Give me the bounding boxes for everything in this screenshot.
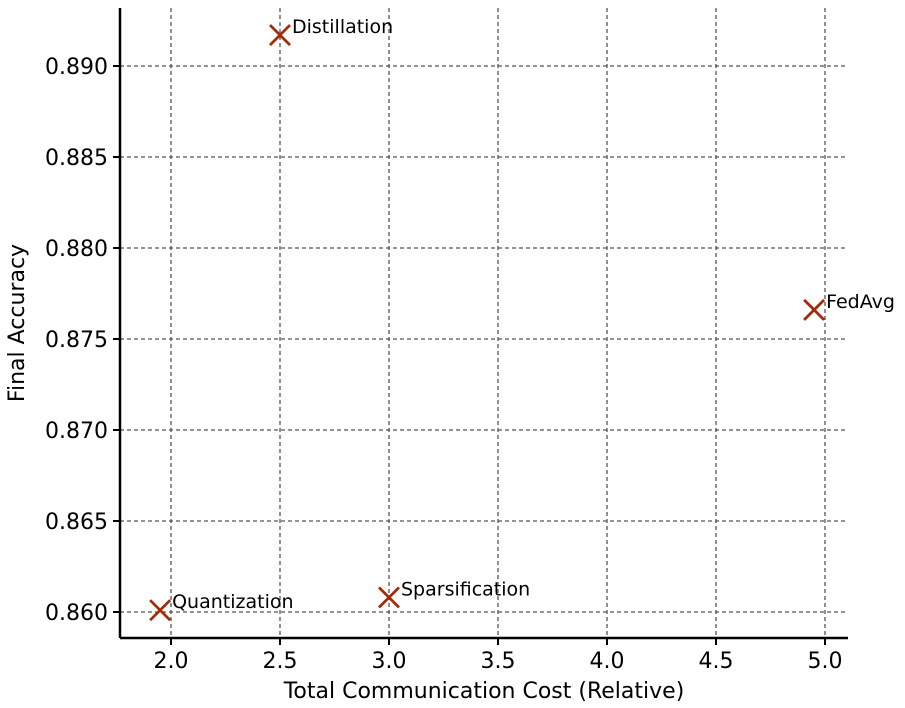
x-tick-label: 3.0 xyxy=(372,649,407,674)
y-tick-label: 0.860 xyxy=(45,601,108,626)
data-point: FedAvg xyxy=(803,291,895,321)
y-tick-label: 0.885 xyxy=(45,146,108,171)
x-tick-label: 3.5 xyxy=(481,649,516,674)
x-marker-stroke xyxy=(803,298,826,321)
x-tick-label: 4.0 xyxy=(590,649,625,674)
y-tick-label: 0.865 xyxy=(45,510,108,535)
x-tick-label: 5.0 xyxy=(808,649,843,674)
point-label: Sparsification xyxy=(401,578,530,600)
data-point: Distillation xyxy=(269,16,393,47)
y-tick-label: 0.880 xyxy=(45,237,108,262)
x-tick-label: 2.5 xyxy=(263,649,298,674)
y-axis-ticks: 0.860 0.865 0.870 0.875 0.880 0.885 0.890 xyxy=(45,55,120,626)
x-tick-label: 4.5 xyxy=(699,649,734,674)
x-marker-stroke xyxy=(149,599,172,622)
x-axis-ticks: 2.0 2.5 3.0 3.5 4.0 4.5 5.0 xyxy=(154,638,843,674)
x-axis-label: Total Communication Cost (Relative) xyxy=(283,679,685,704)
y-tick-label: 0.890 xyxy=(45,55,108,80)
y-tick-label: 0.875 xyxy=(45,328,108,353)
data-points: Distillation FedAvg Sparsification Quantiza… xyxy=(149,16,895,622)
x-tick-label: 2.0 xyxy=(154,649,189,674)
y-tick-label: 0.870 xyxy=(45,419,108,444)
point-label: FedAvg xyxy=(826,291,895,313)
point-label: Quantization xyxy=(172,591,293,613)
axes xyxy=(118,8,848,640)
grid xyxy=(120,8,848,638)
y-axis-label: Final Accuracy xyxy=(5,244,30,402)
x-marker-stroke xyxy=(269,24,291,47)
data-point: Sparsification xyxy=(378,578,530,609)
data-point: Quantization xyxy=(149,591,294,622)
point-label: Distillation xyxy=(292,16,393,38)
x-marker-stroke xyxy=(378,586,400,609)
